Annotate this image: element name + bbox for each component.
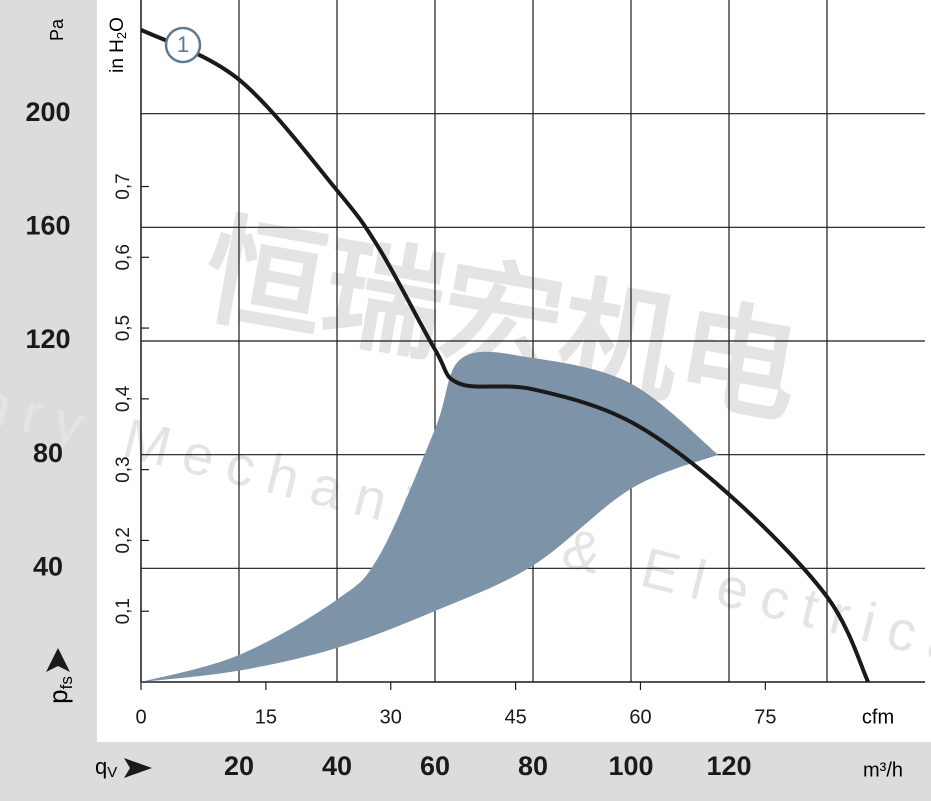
x-tick-label: 40 <box>322 751 352 781</box>
x-tick-label: 100 <box>608 751 653 781</box>
x-unit: m³/h <box>863 759 903 781</box>
y-label: pfs <box>43 676 77 704</box>
y2-tick-label: 0,3 <box>113 456 134 482</box>
y2-unit: in H2O <box>107 17 129 73</box>
y-tick-label: 160 <box>25 210 70 240</box>
x2-tick-label: 30 <box>380 706 402 728</box>
y-tick-label: 40 <box>33 551 63 581</box>
y2-unit-tail: O <box>107 17 128 32</box>
x-label-sub: V <box>107 764 117 781</box>
y2-tick-label: 0,5 <box>113 315 134 341</box>
y-unit: Pa <box>47 18 67 41</box>
x2-tick-label: 60 <box>629 706 651 728</box>
y-label-sub: fs <box>57 676 76 689</box>
x-tick-label: 80 <box>518 751 548 781</box>
labels: Pa in H2O pfs qV m³/h cfm 40801201602002… <box>25 17 903 781</box>
x2-tick-label: 0 <box>135 706 146 728</box>
y2-tick-label: 0,6 <box>113 244 134 270</box>
y-label-main: p <box>43 689 73 703</box>
y-tick-label: 120 <box>25 324 70 354</box>
x-tick-label: 60 <box>420 751 450 781</box>
y-tick-label: 200 <box>25 97 70 127</box>
x2-tick-label: 15 <box>255 706 277 728</box>
x2-unit: cfm <box>862 706 894 728</box>
x-arrow <box>124 758 152 778</box>
x2-tick-label: 75 <box>754 706 776 728</box>
y2-tick-label: 0,4 <box>113 385 134 412</box>
curve-label: 1 <box>177 32 189 57</box>
curve <box>140 28 870 683</box>
y-arrow <box>46 648 70 672</box>
y2-unit-main: in H <box>107 39 128 73</box>
x-label-main: q <box>95 754 107 779</box>
y2-unit-sub: 2 <box>114 32 129 39</box>
y-tick-label: 80 <box>33 438 63 468</box>
marks: 1 <box>140 26 870 683</box>
y2-tick-label: 0,7 <box>113 173 134 199</box>
x2-tick-label: 45 <box>504 706 526 728</box>
x-tick-label: 20 <box>224 751 254 781</box>
y2-tick-label: 0,2 <box>113 527 134 553</box>
x-label: qV <box>95 754 117 781</box>
x-tick-label: 120 <box>706 751 751 781</box>
y2-tick-label: 0,1 <box>113 598 134 624</box>
operating-area <box>141 351 719 682</box>
curve-label-circle <box>164 26 202 64</box>
